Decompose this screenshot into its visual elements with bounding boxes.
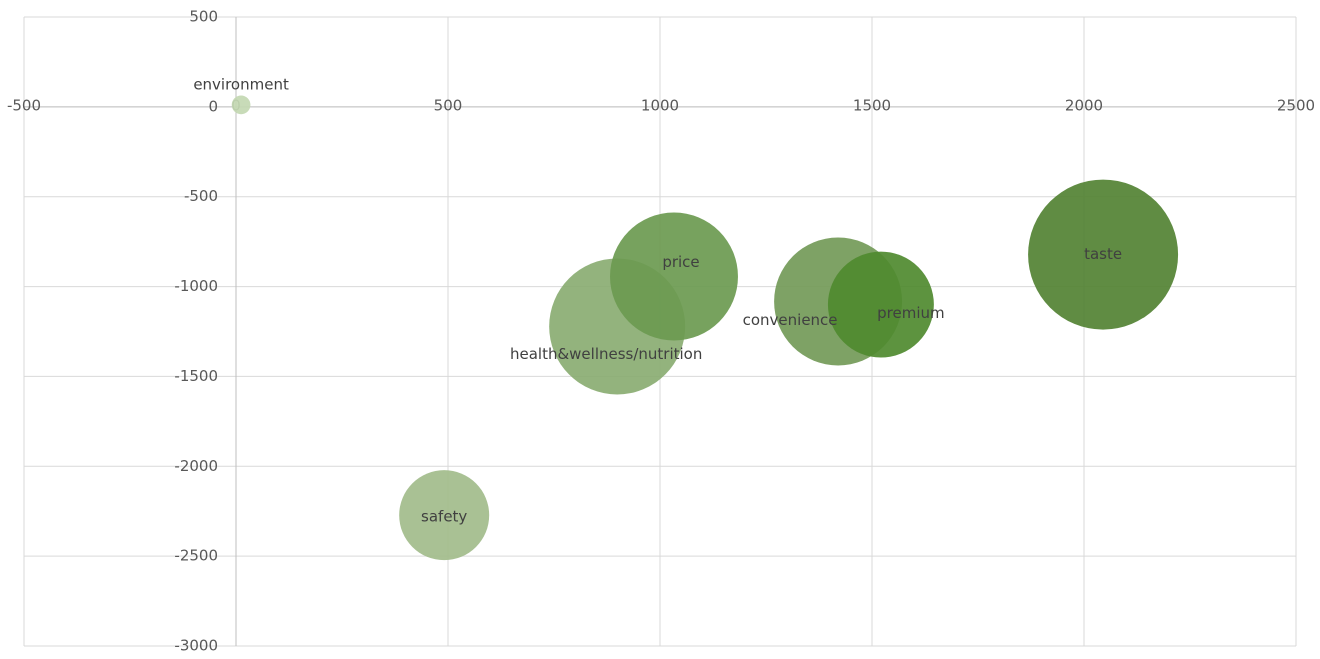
- bubble: [610, 212, 738, 341]
- x-tick-label: 2000: [1065, 96, 1103, 114]
- bubble: [231, 95, 251, 115]
- x-tick-label: 1000: [641, 96, 679, 114]
- bubble-label: convenience: [743, 311, 838, 329]
- bubble-label: health&wellness/nutrition: [510, 345, 702, 363]
- bubble-label: safety: [421, 508, 467, 526]
- bubble-label: environment: [193, 75, 289, 93]
- bubble: [1028, 179, 1179, 330]
- y-tick-label: 0: [208, 97, 218, 115]
- x-tick-label: 1500: [853, 96, 891, 114]
- y-tick-label: -1500: [174, 367, 218, 385]
- y-tick-label: -3000: [174, 637, 218, 655]
- bubble-label: taste: [1084, 245, 1122, 263]
- x-tick-label: -500: [7, 96, 41, 114]
- y-tick-label: -2500: [174, 547, 218, 565]
- x-tick-label: 2500: [1277, 96, 1315, 114]
- x-tick-label: 500: [434, 96, 463, 114]
- y-tick-label: -2000: [174, 457, 218, 475]
- bubble: [399, 470, 490, 561]
- bubble-label: price: [662, 253, 699, 271]
- y-tick-label: -500: [184, 187, 218, 205]
- y-tick-label: -1000: [174, 277, 218, 295]
- bubble: [827, 251, 934, 358]
- bubble-label: premium: [877, 304, 945, 322]
- y-tick-label: 500: [189, 8, 218, 26]
